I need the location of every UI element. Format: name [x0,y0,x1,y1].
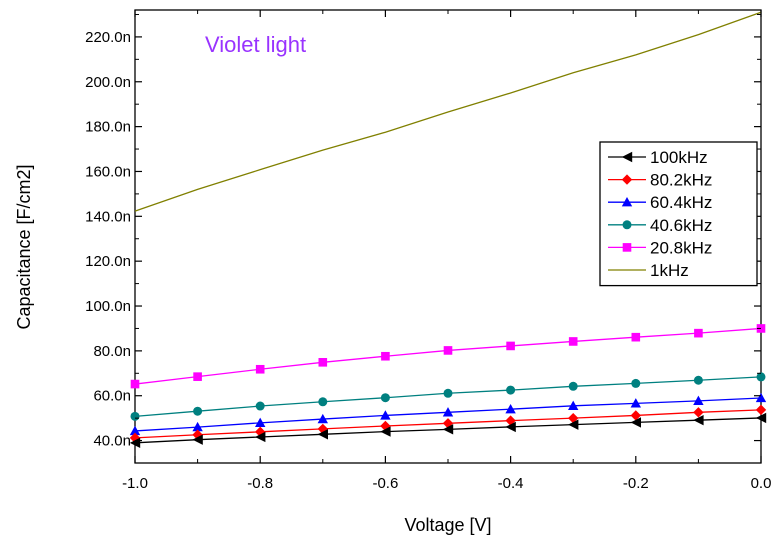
data-point-100khz [505,421,516,433]
data-point-20-8khz [694,328,703,338]
y-tick-label: 40.0n [93,433,131,450]
y-axis-title: Capacitance [F/cm2] [14,164,34,329]
legend-label: 80.2kHz [650,171,712,190]
data-point-20-8khz [255,364,265,374]
y-tick-label: 160.0n [85,163,131,180]
data-point-20-8khz [130,379,140,389]
data-point-100khz [693,414,704,426]
data-point-60-4khz [505,403,516,414]
data-point-60-4khz [630,398,641,408]
data-point-100khz [568,419,579,430]
data-point-40-6khz [443,388,453,398]
legend-label: 60.4kHz [650,193,712,212]
legend-swatch-marker [622,220,632,230]
legend: 100kHz 80.2kHz 60.4kHz 40.6kHz 20.8kHz 1kHz [599,141,758,287]
data-point-100khz [317,429,328,440]
series-60-4khz [129,392,767,436]
x-tick-label: -0.2 [623,475,649,492]
data-point-100khz [192,434,203,445]
legend-swatch-marker [621,151,633,163]
data-point-60-4khz [380,410,391,420]
series-100khz [129,412,767,449]
x-axis-title: Voltage [V] [404,515,491,535]
data-point-60-4khz [317,413,328,424]
legend-swatch-marker [622,243,632,252]
data-point-20-8khz [381,351,390,361]
data-point-60-4khz [255,417,266,428]
data-point-20-8khz [506,341,515,351]
data-point-40-6khz [568,381,578,391]
data-point-40-6khz [631,378,641,388]
data-point-80-2khz [755,404,767,416]
y-tick-label: 140.0n [85,208,131,225]
data-point-40-6khz [193,406,203,416]
data-point-40-6khz [318,397,328,407]
chart-annotation: Violet light [205,32,306,57]
data-point-40-6khz [130,411,140,421]
data-point-40-6khz [756,372,766,382]
data-point-20-8khz [318,358,328,367]
y-tick-label: 120.0n [85,253,131,270]
y-tick-label: 220.0n [85,29,131,46]
data-point-40-6khz [380,393,390,403]
legend-label: 40.6kHz [650,216,712,235]
data-point-60-4khz [755,392,767,403]
x-tick-label: -1.0 [122,475,148,492]
data-point-60-4khz [129,425,141,436]
legend-label: 20.8kHz [650,238,712,257]
series-1khz [134,11,762,212]
data-point-60-4khz [568,400,579,410]
data-point-40-6khz [255,401,265,411]
data-point-40-6khz [506,385,516,395]
data-point-100khz [380,426,391,437]
y-tick-label: 100.0n [85,298,131,315]
y-tick-label: 180.0n [85,119,131,136]
data-point-60-4khz [192,421,203,432]
legend-label: 100kHz [650,148,708,167]
data-point-80-2khz [568,412,579,424]
y-tick-label: 80.0n [93,343,131,360]
x-tick-label: 0.0 [751,475,772,492]
legend-item-40-6khz: 40.6kHz [608,216,712,235]
series-line-20-8khz [134,327,762,385]
series-layer [129,11,767,449]
series-40-6khz [130,372,766,421]
data-point-20-8khz [631,332,641,342]
legend-swatch-marker [621,174,633,185]
legend-item-20-8khz: 20.8kHz [608,238,712,257]
data-point-40-6khz [693,375,703,385]
x-tick-label: -0.4 [498,475,524,492]
data-point-60-4khz [693,395,704,406]
legend-item-1khz: 1kHz [608,261,689,280]
legend-item-60-4khz: 60.4kHz [608,193,712,212]
data-point-20-8khz [443,346,453,355]
legend-item-100khz: 100kHz [608,148,708,167]
y-tick-label: 60.0n [93,388,131,405]
legend-item-80-2khz: 80.2kHz [608,171,712,190]
x-tick-label: -0.6 [372,475,398,492]
data-point-60-4khz [442,407,454,417]
y-axis-ticks: 40.0n 60.0n 80.0n 100.0n 120.0n 140.0n 160.0n 1… [85,13,761,464]
legend-swatch-marker [621,197,633,207]
data-point-80-2khz [630,410,641,421]
data-point-80-2khz [693,407,704,418]
x-axis-ticks: -1.0 -0.8 -0.6 -0.4 -0.2 0.0 [122,10,771,492]
legend-label: 1kHz [650,261,689,280]
x-tick-label: -0.8 [247,475,273,492]
legend-box [599,141,758,287]
series-line-1khz [134,11,762,212]
data-point-100khz [630,417,641,428]
series-20-8khz [130,324,766,389]
data-point-100khz [442,424,454,435]
y-tick-label: 200.0n [85,74,131,91]
data-point-100khz [255,431,266,443]
data-point-20-8khz [568,337,578,346]
data-point-20-8khz [193,372,202,381]
